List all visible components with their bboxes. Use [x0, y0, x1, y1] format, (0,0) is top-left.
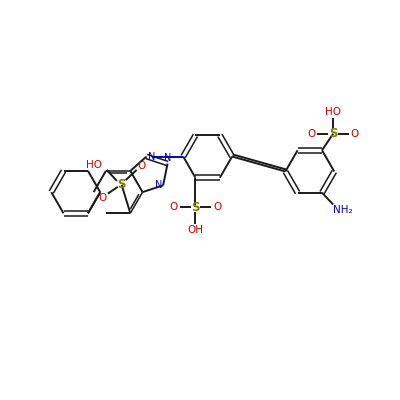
Text: O: O	[351, 129, 359, 139]
Text: N: N	[164, 154, 171, 164]
Text: OH: OH	[188, 225, 204, 235]
Text: O: O	[307, 129, 316, 139]
Text: O: O	[98, 192, 107, 202]
Text: S: S	[118, 178, 126, 191]
Text: O: O	[213, 202, 221, 212]
Text: S: S	[191, 201, 200, 214]
Text: NH₂: NH₂	[333, 205, 352, 215]
Text: N: N	[155, 180, 162, 190]
Text: N: N	[148, 152, 155, 162]
Text: S: S	[329, 127, 337, 140]
Text: HO: HO	[325, 107, 341, 117]
Text: O: O	[170, 202, 178, 212]
Text: HO: HO	[86, 160, 102, 170]
Text: O: O	[137, 161, 146, 171]
